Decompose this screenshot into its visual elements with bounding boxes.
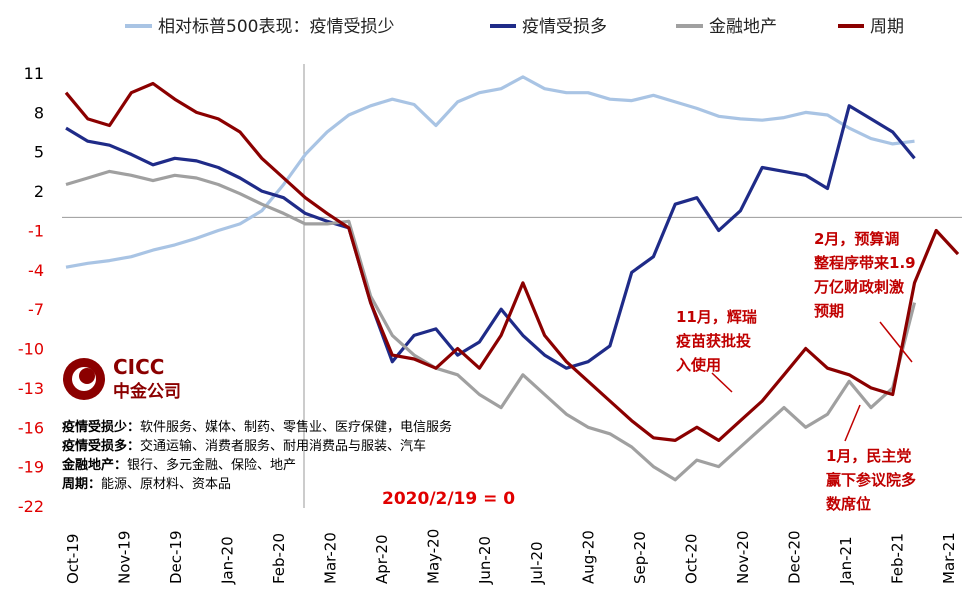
y-tick-label: -7 bbox=[28, 300, 44, 319]
logo-name-en: CICC bbox=[113, 355, 164, 379]
x-tick-label: Mar-21 bbox=[940, 532, 958, 584]
y-tick-label: -16 bbox=[18, 418, 44, 437]
series-line-2 bbox=[65, 169, 917, 482]
base-date-label: 2020/2/19 = 0 bbox=[382, 489, 515, 509]
x-tick-label: Feb-20 bbox=[270, 533, 288, 584]
x-tick-label: Dec-20 bbox=[785, 530, 803, 584]
annotation-jan-line-1: 赢下参议院多 bbox=[826, 471, 916, 489]
legend: 相对标普500表现：疫情受损少 疫情受损多 金融地产 周期 bbox=[125, 17, 904, 37]
annotation-feb-line-3: 预期 bbox=[814, 302, 844, 320]
series-line-1 bbox=[65, 104, 916, 370]
y-axis-ticks: 11 8 5 2 -1 -4 -7 -10 -13 -16 -19 -22 bbox=[18, 64, 44, 516]
note-1: 疫情受损多：交通运输、消费者服务、耐用消费品与服装、汽车 bbox=[62, 438, 426, 454]
y-tick-label: -1 bbox=[28, 221, 44, 240]
note-2: 金融地产：银行、多元金融、保险、地产 bbox=[61, 457, 296, 473]
annotation-jan-arrow bbox=[844, 404, 861, 442]
annotation-nov: 11月，辉瑞 疫苗获批投 入使用 bbox=[676, 308, 757, 393]
x-tick-label: Aug-20 bbox=[579, 530, 597, 584]
annotation-feb-arrow bbox=[879, 321, 913, 363]
annotation-nov-line-2: 入使用 bbox=[676, 356, 721, 374]
y-tick-label: -4 bbox=[28, 261, 44, 280]
annotation-jan-line-0: 1月，民主党 bbox=[826, 447, 911, 465]
y-tick-label: 11 bbox=[24, 64, 44, 83]
legend-label-0: 相对标普500表现：疫情受损少 bbox=[158, 17, 394, 37]
legend-label-1: 疫情受损多 bbox=[522, 17, 607, 37]
annotation-feb-line-0: 2月，预算调 bbox=[814, 230, 899, 248]
y-tick-label: -22 bbox=[18, 497, 44, 516]
note-3: 周期：能源、原材料、资本品 bbox=[62, 477, 231, 492]
y-tick-label: 8 bbox=[34, 103, 44, 122]
x-axis-ticks: Oct-19 Nov-19 Dec-19 Jan-20 Feb-20 Mar-20 Apr-… bbox=[64, 529, 958, 585]
x-tick-label: Nov-20 bbox=[734, 531, 752, 584]
y-tick-label: 2 bbox=[34, 182, 44, 201]
x-tick-label: Dec-19 bbox=[167, 530, 185, 584]
x-tick-label: May-20 bbox=[425, 529, 443, 584]
legend-label-3: 周期 bbox=[870, 17, 904, 37]
x-tick-label: Jan-21 bbox=[837, 536, 855, 585]
x-tick-label: Oct-20 bbox=[682, 534, 700, 584]
x-tick-label: Mar-20 bbox=[322, 532, 340, 584]
x-tick-label: Nov-19 bbox=[116, 531, 134, 584]
x-tick-label: Oct-19 bbox=[64, 534, 82, 584]
y-tick-label: -19 bbox=[18, 458, 44, 477]
annotation-nov-arrow bbox=[711, 372, 733, 393]
x-tick-label: Jul-20 bbox=[528, 541, 546, 585]
annotation-nov-line-0: 11月，辉瑞 bbox=[676, 308, 757, 326]
logo-name-cn: 中金公司 bbox=[113, 381, 181, 402]
sector-notes: 疫情受损少：软件服务、媒体、制药、零售业、医疗保健，电信服务 疫情受损多：交通运… bbox=[61, 419, 452, 492]
y-tick-label: -13 bbox=[18, 379, 44, 398]
x-tick-label: Feb-21 bbox=[888, 533, 906, 584]
x-tick-label: Jan-20 bbox=[219, 536, 237, 585]
legend-label-2: 金融地产 bbox=[709, 17, 777, 37]
cicc-logo: CICC 中金公司 bbox=[63, 355, 181, 402]
annotation-jan: 1月，民主党 赢下参议院多 数席位 bbox=[826, 404, 916, 513]
annotation-feb: 2月，预算调 整程序带来1.9 万亿财政刺激 预期 bbox=[813, 230, 916, 363]
x-tick-label: Apr-20 bbox=[373, 535, 391, 585]
x-tick-label: Sep-20 bbox=[631, 531, 649, 584]
annotation-jan-line-2: 数席位 bbox=[826, 495, 871, 513]
note-0: 疫情受损少：软件服务、媒体、制药、零售业、医疗保健，电信服务 bbox=[62, 419, 452, 435]
y-tick-label: -10 bbox=[18, 340, 44, 359]
annotation-feb-line-1: 整程序带来1.9 bbox=[814, 254, 916, 272]
x-tick-label: Jun-20 bbox=[476, 536, 494, 585]
series-line-0 bbox=[65, 75, 915, 269]
annotation-feb-line-2: 万亿财政刺激 bbox=[813, 278, 905, 296]
y-tick-label: 5 bbox=[34, 143, 44, 162]
series-lines bbox=[64, 75, 960, 482]
series-line-3 bbox=[64, 81, 960, 442]
annotation-nov-line-1: 疫苗获批投 bbox=[676, 332, 751, 350]
